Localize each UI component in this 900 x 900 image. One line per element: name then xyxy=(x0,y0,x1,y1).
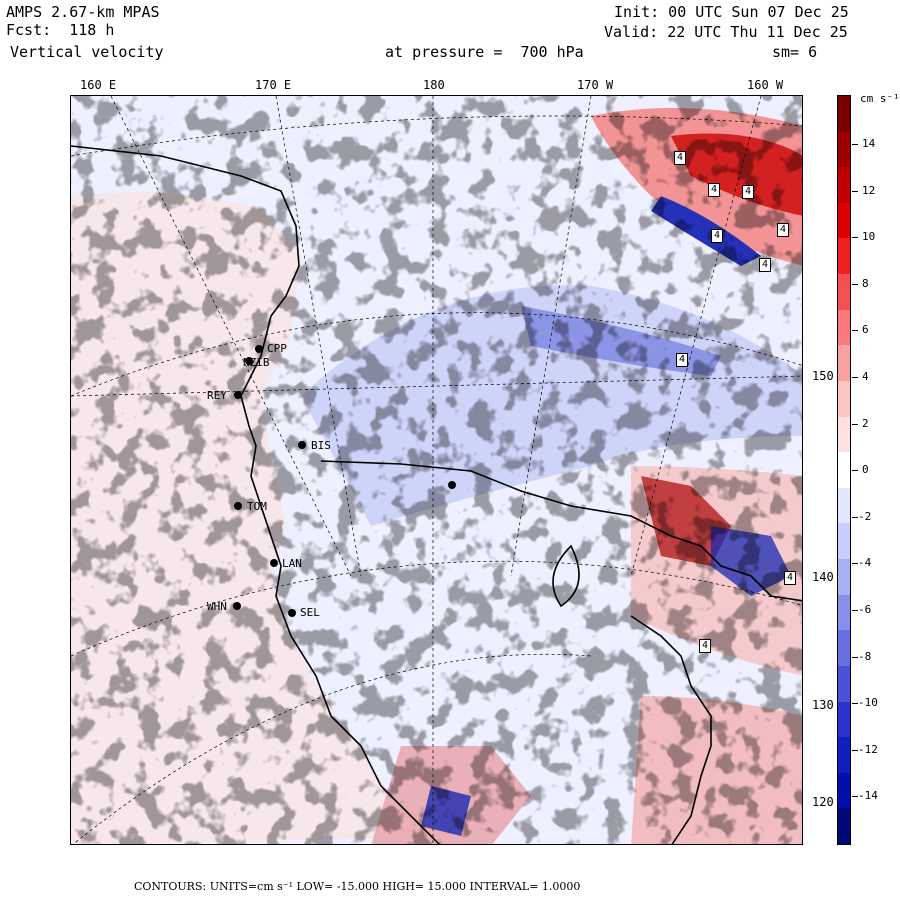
colorbar-tick-label: -14 xyxy=(858,789,878,803)
vertical-velocity-map[interactable]: CPP NZIB REY BIS TOM LAN WHN SEL 4 4 4 4… xyxy=(70,95,803,845)
colorbar-tick-label: -12 xyxy=(858,742,878,756)
colorbar-tick-label: 6 xyxy=(862,323,869,337)
colorbar-segment xyxy=(838,559,850,596)
colorbar-tick xyxy=(852,330,858,332)
contour-label-marker: 4 xyxy=(676,353,689,367)
colorbar-segment xyxy=(838,701,850,738)
contour-label-marker: 4 xyxy=(708,183,721,197)
station-whn-marker[interactable] xyxy=(233,602,241,610)
colorbar-tick xyxy=(852,749,858,751)
colorbar-tick-label: -4 xyxy=(858,556,872,570)
contour-label-marker: 4 xyxy=(674,151,687,165)
station-nzib-marker[interactable] xyxy=(245,357,253,365)
colorbar-tick-label: 12 xyxy=(862,183,876,197)
coastlines xyxy=(71,145,802,844)
colorbar-tick-label: 0 xyxy=(862,463,869,477)
station-whn-label: WHN xyxy=(207,600,227,613)
colorbar-units: cm s⁻¹ xyxy=(860,92,900,105)
colorbar-segment xyxy=(838,665,850,702)
smoothing-value: sm= 6 xyxy=(772,43,818,61)
station-tom-label: TOM xyxy=(247,500,267,513)
colorbar-segment xyxy=(838,487,850,524)
contour-label-marker: 4 xyxy=(699,639,712,653)
colorbar-tick-label: -8 xyxy=(858,649,872,663)
colorbar-tick xyxy=(852,610,858,611)
contour-label-marker: 4 xyxy=(742,185,755,199)
colorbar-segment xyxy=(838,737,850,774)
colorbar-segment xyxy=(838,523,850,560)
lon-label-170e: 170 E xyxy=(255,78,292,92)
colorbar-tick xyxy=(852,190,858,192)
station-unlabeled-marker[interactable] xyxy=(448,481,456,489)
contour-label-marker: 4 xyxy=(759,258,772,272)
colorbar-tick xyxy=(852,144,858,145)
colorbar-segment xyxy=(838,309,850,346)
valid-time: Valid: 22 UTC Thu 11 Dec 25 xyxy=(604,23,848,41)
station-sel-marker[interactable] xyxy=(288,609,296,617)
model-title: AMPS 2.67-km MPAS xyxy=(6,3,160,21)
colorbar-tick xyxy=(852,516,858,518)
map-canvas xyxy=(71,96,802,844)
colorbar-tick-label: 14 xyxy=(862,137,876,150)
colorbar-tick xyxy=(852,423,858,425)
station-rey-label: REY xyxy=(207,389,227,402)
station-cpp-marker[interactable] xyxy=(255,345,263,353)
station-lan-marker[interactable] xyxy=(270,559,278,567)
colorbar-segment xyxy=(838,808,850,845)
colorbar xyxy=(837,95,851,845)
colorbar-tick-label: 10 xyxy=(862,230,876,244)
colorbar-tick xyxy=(852,283,858,285)
contour-label-marker: 4 xyxy=(777,223,790,237)
station-tom-marker[interactable] xyxy=(234,502,242,510)
colorbar-segment xyxy=(838,772,850,809)
init-time: Init: 00 UTC Sun 07 Dec 25 xyxy=(614,3,849,21)
colorbar-tick xyxy=(852,563,858,565)
colorbar-segment xyxy=(838,452,850,489)
colorbar-tick xyxy=(852,377,858,378)
colorbar-tick xyxy=(852,470,858,472)
colorbar-tick-label: -2 xyxy=(858,509,872,523)
colorbar-tick-label: 8 xyxy=(862,276,869,290)
colorbar-tick xyxy=(852,703,858,705)
lon-label-160e: 160 E xyxy=(80,78,117,92)
pressure-level: at pressure = 700 hPa xyxy=(385,43,584,61)
colorbar-tick xyxy=(852,796,858,798)
colorbar-tick-label: -6 xyxy=(858,603,872,616)
station-rey-marker[interactable] xyxy=(234,391,242,399)
station-lan-label: LAN xyxy=(282,557,302,570)
station-nzib-label: NZIB xyxy=(243,356,270,369)
colorbar-segment xyxy=(838,202,850,239)
colorbar-segment xyxy=(838,630,850,667)
noise-texture xyxy=(71,96,802,844)
field-name: Vertical velocity xyxy=(10,43,164,61)
colorbar-tick xyxy=(852,237,858,239)
station-cpp-label: CPP xyxy=(267,342,287,355)
station-bis-marker[interactable] xyxy=(298,441,306,449)
colorbar-tick-label: 4 xyxy=(862,370,869,383)
contour-label-marker: 4 xyxy=(784,571,797,585)
colorbar-tick-label: -10 xyxy=(858,696,878,710)
station-sel-label: SEL xyxy=(300,606,320,619)
forecast-hour: Fcst: 118 h xyxy=(6,21,115,39)
colorbar-segment xyxy=(838,167,850,204)
station-bis-label: BIS xyxy=(311,439,331,452)
contour-info: CONTOURS: UNITS=cm s⁻¹ LOW= -15.000 HIGH… xyxy=(134,880,581,893)
lon-label-160w: 160 W xyxy=(747,78,784,92)
colorbar-tick-label: 2 xyxy=(862,416,869,430)
colorbar-segment xyxy=(838,380,850,418)
colorbar-segment xyxy=(838,416,850,453)
colorbar-tick xyxy=(852,656,858,658)
colorbar-segment xyxy=(838,96,850,133)
colorbar-segment xyxy=(838,345,850,382)
colorbar-segment xyxy=(838,131,850,168)
graticule xyxy=(71,96,802,844)
colorbar-segment xyxy=(838,238,850,275)
lon-label-170w: 170 W xyxy=(577,78,614,92)
lon-label-180: 180 xyxy=(423,78,445,92)
colorbar-segment xyxy=(838,274,850,311)
contour-label-marker: 4 xyxy=(711,229,724,243)
colorbar-segment xyxy=(838,594,850,631)
